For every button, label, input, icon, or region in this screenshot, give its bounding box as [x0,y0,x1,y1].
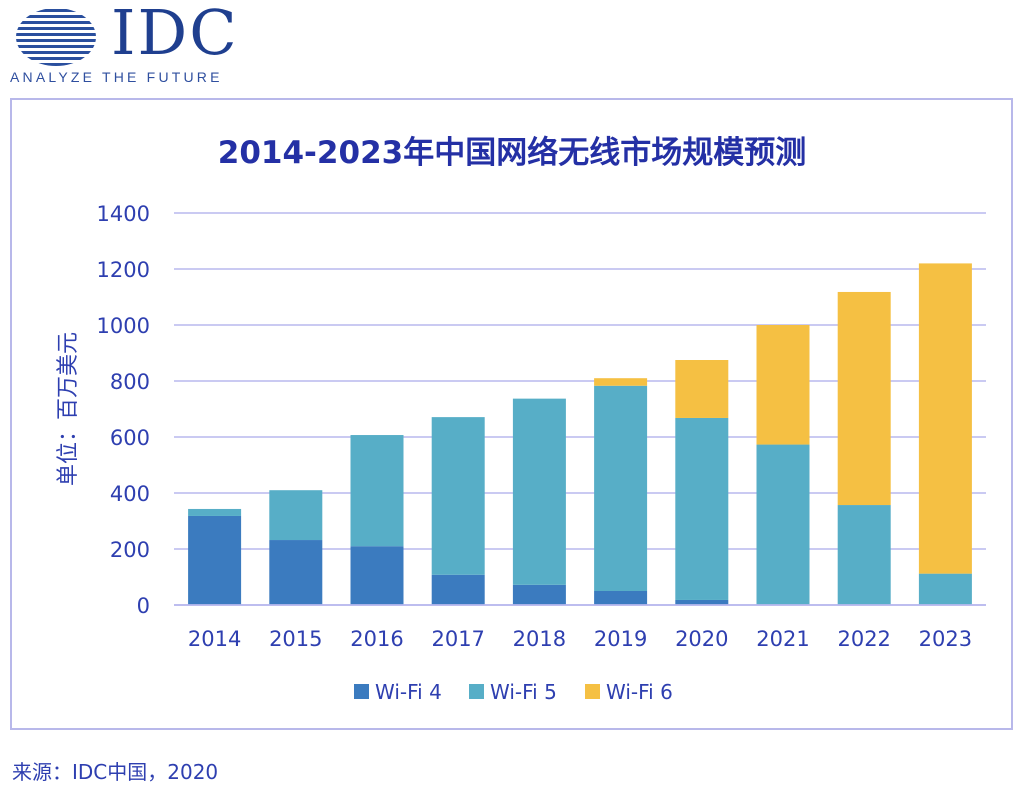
bar-segment [350,435,404,547]
bar-segment [756,444,810,605]
bar-segment [837,505,891,605]
bar-segment [188,508,242,516]
y-axis-label: 单位：百万美元 [56,332,81,486]
bar-segment [431,574,485,605]
bar-segment [512,584,566,605]
bar-segment [675,599,729,605]
legend-label: Wi-Fi 4 [375,680,442,704]
legend-swatch [354,684,369,699]
logo-tagline: ANALYZE THE FUTURE [10,69,223,85]
bar-segment [918,573,972,605]
legend-label: Wi-Fi 6 [606,680,673,704]
x-tick-label: 2018 [513,627,566,651]
x-tick-label: 2021 [756,627,809,651]
bar-segment [594,378,648,386]
bar-segment [675,417,729,600]
legend-swatch [469,684,484,699]
bar-segment [431,417,485,575]
y-tick-label: 400 [110,482,150,506]
logo-text: IDC [111,0,239,69]
y-tick-label: 600 [110,426,150,450]
y-tick-label: 1400 [97,202,150,226]
bar-segment [512,398,566,585]
idc-logo: IDC ANALYZE THE FUTURE [10,2,250,86]
x-tick-label: 2014 [188,627,241,651]
bar-segment [594,385,648,591]
y-tick-label: 200 [110,538,150,562]
x-tick-label: 2015 [269,627,322,651]
bar-segment [188,515,242,605]
x-tick-label: 2022 [837,627,890,651]
bar-segment [269,540,323,605]
bar-segment [756,325,810,445]
legend-swatch [585,684,600,699]
x-tick-label: 2016 [350,627,403,651]
bar-segment [675,360,729,418]
y-tick-label: 800 [110,370,150,394]
stacked-bar-chart: 2014-2023年中国网络无线市场规模预测 0 200 400 600 800 1000 1… [56,135,986,704]
x-tick-label: 2019 [594,627,647,651]
bar-segment [594,591,648,605]
y-tick-label: 0 [137,594,150,618]
bar-segment [837,291,891,506]
y-tick-label: 1200 [97,258,150,282]
bar-segment [918,263,972,574]
bar-segment [350,546,404,605]
chart-title: 2014-2023年中国网络无线市场规模预测 [218,135,806,171]
source-note: 来源：IDC中国，2020 [12,760,219,784]
globe-logo-icon [16,9,96,66]
x-tick-label: 2017 [431,627,484,651]
y-tick-label: 1000 [97,314,150,338]
bar-segment [269,490,323,541]
x-tick-label: 2023 [919,627,972,651]
x-tick-label: 2020 [675,627,728,651]
chart-frame [10,98,1013,730]
legend-label: Wi-Fi 5 [490,680,557,704]
